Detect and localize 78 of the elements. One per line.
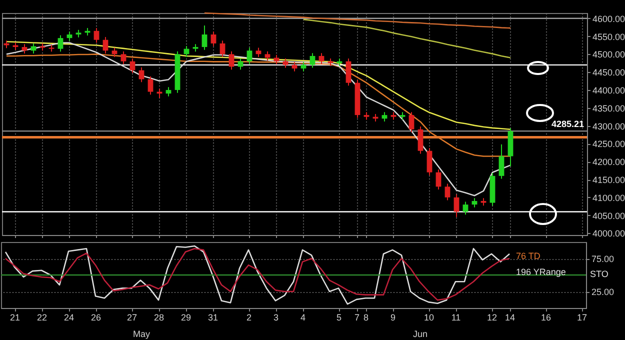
candlestick (472, 198, 478, 208)
x-tick-label: 21 (10, 312, 20, 322)
annotation: 76 TD (516, 251, 541, 261)
y-tick-label: 4050.00 (592, 210, 625, 221)
candlestick (274, 54, 280, 65)
y-tick-label: 4300.00 (592, 121, 625, 132)
x-tick-label: 9 (390, 312, 396, 322)
candlestick (454, 194, 460, 218)
candlestick (130, 58, 136, 74)
x-tick-label: 2 (246, 312, 252, 322)
y-tick-label: 4100.00 (592, 192, 625, 203)
text: Jun (413, 329, 428, 339)
candlestick (264, 50, 270, 62)
candlestick (202, 25, 208, 50)
y-tick-label: 4400.00 (592, 85, 625, 96)
candlestick (94, 28, 100, 44)
candlestick (58, 34, 64, 52)
candlestick (246, 47, 252, 65)
x-tick-label: 3 (273, 312, 279, 322)
x-tick-label: 17 (576, 312, 588, 322)
candlestick (102, 36, 108, 54)
x-tick-label: 10 (424, 312, 434, 322)
candlestick (166, 86, 172, 97)
x-tick-label: 22 (36, 312, 48, 322)
y-tick-label: 4350.00 (592, 103, 625, 114)
candlestick (346, 58, 352, 86)
candlestick (120, 50, 126, 65)
x-tick-label: 4 (300, 312, 306, 322)
candlestick (148, 76, 154, 96)
x-tick-label: 5 (336, 312, 342, 322)
y-tick-label: 4200.00 (592, 157, 625, 168)
x-tick-label: 16 (540, 312, 552, 322)
y-tick-label: 4600.00 (592, 14, 625, 24)
y-tick-label: 4150.00 (592, 175, 625, 185)
candlestick (436, 168, 442, 190)
candlestick (498, 144, 504, 180)
text: STO (590, 269, 608, 279)
candlestick (292, 62, 298, 72)
y-tick-label: 4250.00 (592, 139, 625, 150)
line-series (302, 18, 512, 58)
candlestick (408, 112, 414, 133)
candlestick (462, 201, 468, 216)
candlestick (310, 52, 316, 68)
line-series (204, 12, 512, 29)
x-tick-label: 28 (154, 312, 164, 322)
x-tick-label: 11 (451, 312, 461, 322)
candlestick (22, 44, 28, 54)
x-tick-label: 27 (126, 312, 138, 322)
candlestick (426, 147, 432, 176)
y-tick-label: 75.00 (592, 254, 614, 264)
x-tick-label: 14 (504, 312, 516, 322)
candlestick (228, 50, 234, 70)
y-tick-label: 25.00 (592, 287, 614, 297)
candlestick (282, 58, 288, 68)
candlestick (66, 31, 72, 42)
y-tick-label: 4500.00 (592, 50, 625, 60)
y-tick-label: 4550.00 (592, 32, 625, 42)
candlestick (318, 52, 324, 65)
x-tick-label: 8 (363, 312, 369, 322)
candlestick (220, 40, 226, 58)
text: May (133, 329, 150, 339)
x-tick-label: 12 (486, 312, 498, 322)
x-tick-label: 26 (90, 312, 102, 322)
candlestick (382, 112, 388, 122)
candlestick (112, 47, 118, 58)
candlestick (256, 47, 262, 58)
x-tick-label: 31 (208, 312, 218, 322)
x-tick-label: 24 (64, 312, 74, 322)
x-tick-label: 7 (354, 312, 360, 322)
y-tick-label: 4450.00 (592, 68, 625, 78)
candlestick (418, 126, 424, 154)
candlestick (300, 62, 306, 72)
candlestick (210, 31, 216, 47)
y-tick-label: 4000.00 (592, 228, 625, 239)
ref-line-label: 4285.21 (551, 119, 584, 130)
annotation: 196 YRange (516, 267, 566, 277)
candlestick (444, 183, 450, 201)
x-tick-label: 29 (180, 312, 192, 322)
